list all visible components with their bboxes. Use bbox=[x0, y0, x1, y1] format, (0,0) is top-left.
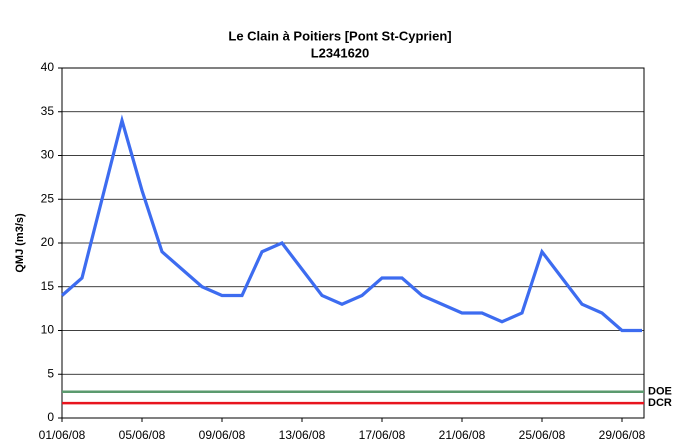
threshold-label: DCR bbox=[648, 397, 672, 409]
y-tick-label: 35 bbox=[41, 104, 55, 118]
y-tick-label: 25 bbox=[41, 191, 55, 205]
y-tick-label: 15 bbox=[41, 279, 55, 293]
x-tick-label: 13/06/08 bbox=[279, 428, 326, 442]
x-tick-label: 25/06/08 bbox=[519, 428, 566, 442]
chart-title: Le Clain à Poitiers [Pont St-Cyprien] bbox=[228, 28, 451, 43]
y-axis-label: QMJ (m3/s) bbox=[14, 213, 26, 273]
x-tick-label: 21/06/08 bbox=[439, 428, 486, 442]
threshold-label: DOE bbox=[648, 386, 672, 398]
y-tick-label: 0 bbox=[47, 410, 54, 424]
x-tick-label: 17/06/08 bbox=[359, 428, 406, 442]
y-tick-label: 40 bbox=[41, 60, 55, 74]
data-line bbox=[60, 114, 642, 333]
chart-subtitle: L2341620 bbox=[311, 45, 370, 60]
y-tick-label: 5 bbox=[47, 366, 54, 380]
y-tick-label: 20 bbox=[41, 235, 55, 249]
x-tick-label: 01/06/08 bbox=[39, 428, 86, 442]
x-tick-label: 29/06/08 bbox=[599, 428, 646, 442]
y-tick-label: 10 bbox=[41, 323, 55, 337]
x-tick-label: 05/06/08 bbox=[119, 428, 166, 442]
x-tick-label: 09/06/08 bbox=[199, 428, 246, 442]
y-tick-label: 30 bbox=[41, 148, 55, 162]
